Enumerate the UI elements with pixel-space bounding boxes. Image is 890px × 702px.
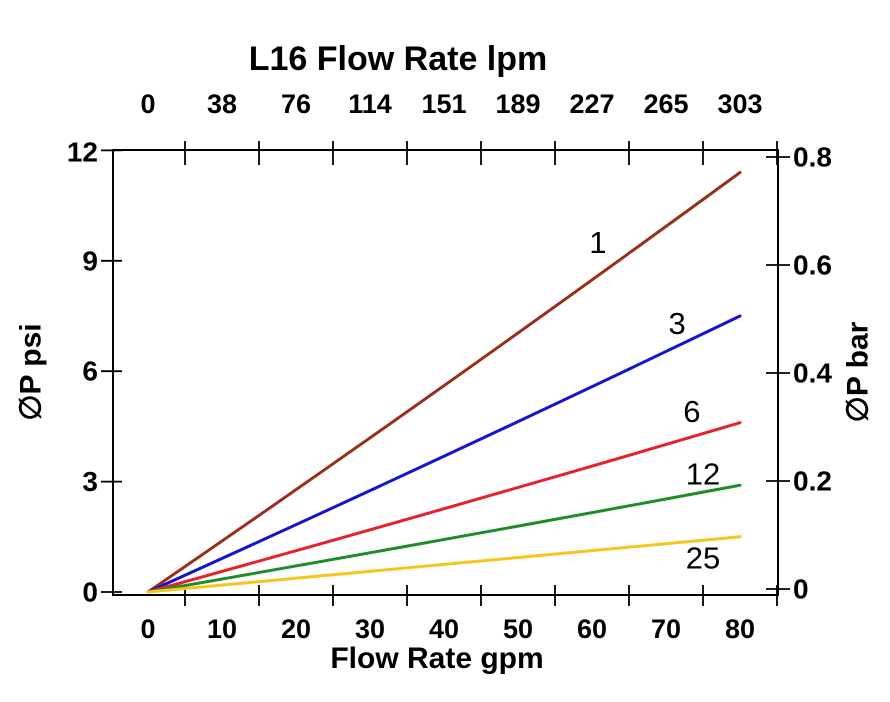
series-line-25 [146,535,742,594]
series-label-25: 25 [686,540,720,575]
series-line-1 [146,170,742,594]
left-tick-label: 6 [82,356,98,387]
left-axis-label: ∅P psi [14,323,48,421]
bottom-tick-label: 20 [281,614,311,644]
top-tick-label: 0 [140,89,155,119]
top-tick-label: 265 [643,89,688,119]
right-tick-label: 0 [793,574,809,605]
series-line-12 [146,483,742,594]
bottom-tick-label: 50 [503,614,533,644]
left-tick-label: 9 [82,245,98,276]
top-tick-label: 303 [717,89,762,119]
bottom-tick-label: 10 [207,614,237,644]
left-tick-label: 0 [82,577,98,608]
right-tick-label: 0.6 [793,250,832,281]
bottom-tick-label: 80 [725,614,755,644]
bottom-tick-label: 30 [355,614,385,644]
series-label-12: 12 [686,457,720,492]
right-tick-label: 0.4 [793,358,832,389]
top-tick-label: 114 [348,89,392,119]
bottom-tick-label: 60 [577,614,607,644]
series-line-3 [146,314,742,594]
top-tick-label: 189 [495,89,540,119]
bottom-tick-label: 0 [140,614,155,644]
series-label-1: 1 [589,225,606,260]
top-tick-label: 151 [421,89,466,119]
series-label-3: 3 [668,306,685,341]
right-axis-label: ∅P bar [841,321,875,423]
series-label-6: 6 [683,394,700,429]
right-tick-label: 0.2 [793,466,832,497]
series-line-6 [146,421,742,594]
left-tick-label: 3 [82,466,98,497]
bottom-tick-label: 40 [429,614,459,644]
top-tick-label: 38 [207,89,237,119]
right-tick-label: 0.8 [793,142,832,173]
bottom-axis-label: Flow Rate gpm [330,642,544,675]
top-tick-label: 76 [281,89,311,119]
left-tick-label: 12 [67,137,98,168]
chart-title: L16 Flow Rate lpm [248,40,548,78]
top-tick-label: 227 [569,89,614,119]
bottom-tick-label: 70 [651,614,681,644]
